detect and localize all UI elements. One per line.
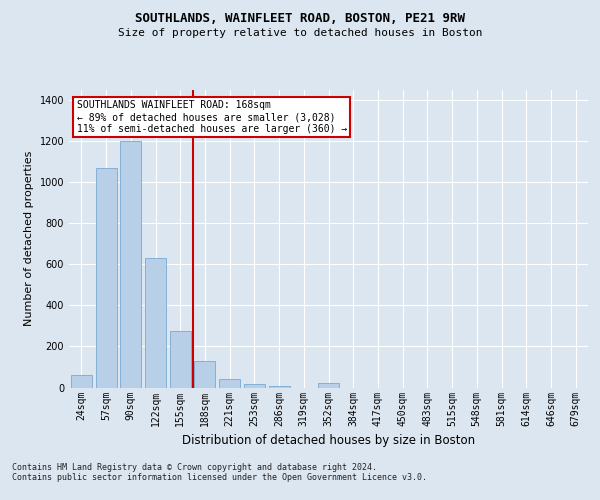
Text: SOUTHLANDS WAINFLEET ROAD: 168sqm
← 89% of detached houses are smaller (3,028)
1: SOUTHLANDS WAINFLEET ROAD: 168sqm ← 89% … [77,100,347,134]
X-axis label: Distribution of detached houses by size in Boston: Distribution of detached houses by size … [182,434,475,447]
Text: Contains HM Land Registry data © Crown copyright and database right 2024.
Contai: Contains HM Land Registry data © Crown c… [12,462,427,482]
Bar [318,384,339,388]
Bar [145,258,166,388]
Bar [244,384,265,388]
Bar [71,375,92,388]
Text: Size of property relative to detached houses in Boston: Size of property relative to detached ho… [118,28,482,38]
Bar [194,361,215,388]
Text: SOUTHLANDS, WAINFLEET ROAD, BOSTON, PE21 9RW: SOUTHLANDS, WAINFLEET ROAD, BOSTON, PE21… [135,12,465,26]
Y-axis label: Number of detached properties: Number of detached properties [24,151,34,326]
Bar [95,168,116,388]
Bar [219,380,240,388]
Bar [269,386,290,388]
Bar [170,331,191,388]
Bar [120,142,141,388]
